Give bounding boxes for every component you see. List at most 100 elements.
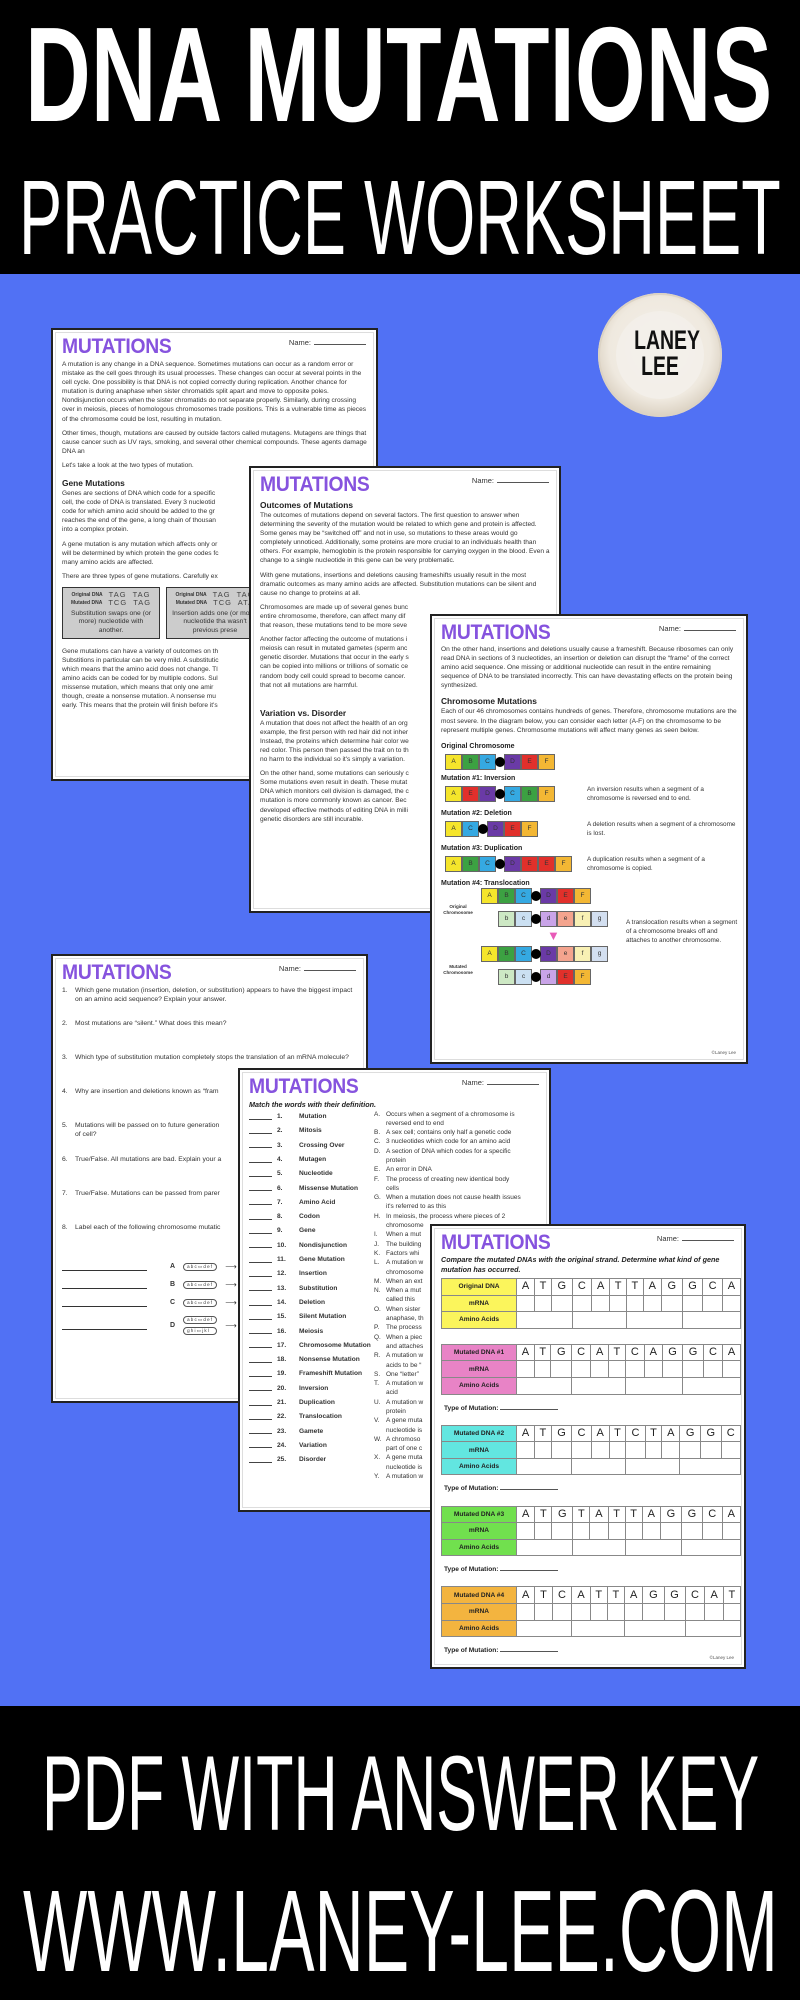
answer-blank[interactable] <box>249 1114 272 1120</box>
amino-acid-cell[interactable] <box>572 1538 626 1557</box>
answer-blank[interactable] <box>249 1171 272 1177</box>
mrna-cell[interactable] <box>589 1603 608 1621</box>
answer-blank[interactable] <box>62 1263 147 1271</box>
mrna-cell[interactable] <box>534 1522 553 1540</box>
answer-blank[interactable] <box>249 1428 272 1435</box>
mrna-cell[interactable] <box>682 1360 704 1378</box>
mrna-cell[interactable] <box>606 1603 625 1621</box>
mrna-cell[interactable] <box>684 1603 706 1621</box>
mrna-cell[interactable] <box>625 1441 646 1459</box>
amino-acid-cell[interactable] <box>515 1538 574 1557</box>
answer-blank[interactable] <box>249 1357 272 1363</box>
amino-acid-cell[interactable] <box>680 1538 742 1557</box>
mrna-cell[interactable] <box>701 1522 723 1540</box>
amino-acid-cell[interactable] <box>515 1457 573 1476</box>
amino-acid-cell[interactable] <box>571 1619 625 1638</box>
mrna-cell[interactable] <box>642 1294 662 1313</box>
mrna-cell[interactable] <box>571 1441 592 1459</box>
answer-blank[interactable] <box>249 1214 272 1220</box>
mrna-cell[interactable] <box>702 1360 724 1378</box>
mrna-cell[interactable] <box>590 1441 610 1459</box>
answer-blank[interactable] <box>62 1281 147 1289</box>
mrna-cell[interactable] <box>608 1360 626 1378</box>
mrna-cell[interactable] <box>721 1522 742 1540</box>
mrna-cell[interactable] <box>625 1294 644 1313</box>
amino-acid-cell[interactable] <box>516 1376 572 1395</box>
mrna-cell[interactable] <box>660 1294 683 1313</box>
answer-blank[interactable] <box>62 1299 147 1307</box>
mrna-cell[interactable] <box>681 1294 704 1313</box>
type-of-mutation-blank[interactable] <box>500 1408 559 1410</box>
mrna-cell[interactable] <box>704 1603 724 1621</box>
answer-blank[interactable] <box>249 1271 272 1277</box>
mrna-cell[interactable] <box>609 1294 627 1313</box>
mrna-cell[interactable] <box>680 1522 703 1540</box>
amino-acid-cell[interactable] <box>679 1457 741 1476</box>
mrna-cell[interactable] <box>642 1603 665 1621</box>
mrna-cell[interactable] <box>641 1522 661 1540</box>
mrna-cell[interactable] <box>721 1294 742 1313</box>
mrna-cell[interactable] <box>607 1522 626 1540</box>
amino-acid-cell[interactable] <box>623 1619 686 1638</box>
amino-acid-cell[interactable] <box>625 1457 681 1476</box>
answer-blank[interactable] <box>249 1385 272 1392</box>
mrna-cell[interactable] <box>589 1522 609 1540</box>
amino-acid-cell[interactable] <box>624 1376 684 1395</box>
type-of-mutation-blank[interactable] <box>500 1489 559 1491</box>
mrna-cell[interactable] <box>624 1360 645 1378</box>
mrna-cell[interactable] <box>570 1360 592 1378</box>
answer-blank[interactable] <box>249 1442 272 1449</box>
type-of-mutation-blank[interactable] <box>500 1570 559 1572</box>
amino-acid-cell[interactable] <box>684 1619 742 1638</box>
answer-blank[interactable] <box>249 1457 272 1463</box>
mrna-cell[interactable] <box>644 1441 663 1459</box>
mrna-cell[interactable] <box>551 1522 574 1540</box>
amino-acid-cell[interactable] <box>682 1376 741 1395</box>
answer-blank[interactable] <box>249 1300 272 1306</box>
mrna-cell[interactable] <box>534 1441 552 1459</box>
answer-blank[interactable] <box>249 1242 272 1249</box>
amino-acid-cell[interactable] <box>515 1619 573 1638</box>
answer-blank[interactable] <box>249 1228 272 1235</box>
mrna-cell[interactable] <box>515 1294 536 1313</box>
amino-acid-cell[interactable] <box>681 1311 742 1329</box>
mrna-cell[interactable] <box>702 1294 723 1313</box>
mrna-cell[interactable] <box>643 1360 663 1378</box>
answer-blank[interactable] <box>249 1400 272 1406</box>
mrna-cell[interactable] <box>571 1603 591 1621</box>
mrna-cell[interactable] <box>624 1522 643 1540</box>
mrna-cell[interactable] <box>534 1603 553 1621</box>
answer-blank[interactable] <box>249 1199 272 1206</box>
mrna-cell[interactable] <box>550 1441 573 1459</box>
mrna-cell[interactable] <box>661 1360 684 1378</box>
amino-acid-cell[interactable] <box>516 1311 573 1329</box>
mrna-cell[interactable] <box>679 1441 701 1459</box>
mrna-cell[interactable] <box>550 1294 573 1313</box>
mrna-cell[interactable] <box>720 1441 742 1459</box>
mrna-cell[interactable] <box>515 1603 536 1621</box>
answer-blank[interactable] <box>249 1342 272 1349</box>
mrna-cell[interactable] <box>608 1441 627 1459</box>
mrna-cell[interactable] <box>590 1360 610 1378</box>
mrna-cell[interactable] <box>515 1522 536 1540</box>
amino-acid-cell[interactable] <box>571 1376 626 1395</box>
mrna-cell[interactable] <box>533 1360 552 1378</box>
mrna-cell[interactable] <box>534 1294 552 1313</box>
answer-blank[interactable] <box>249 1257 272 1263</box>
mrna-cell[interactable] <box>591 1294 611 1313</box>
answer-blank[interactable] <box>249 1285 272 1292</box>
answer-blank[interactable] <box>249 1314 272 1320</box>
answer-blank[interactable] <box>249 1157 272 1163</box>
answer-blank[interactable] <box>249 1328 272 1335</box>
answer-blank[interactable] <box>249 1142 272 1149</box>
answer-blank[interactable] <box>62 1322 147 1330</box>
amino-acid-cell[interactable] <box>571 1311 627 1329</box>
mrna-cell[interactable] <box>550 1360 572 1378</box>
amino-acid-cell[interactable] <box>625 1311 683 1329</box>
mrna-cell[interactable] <box>722 1603 742 1621</box>
mrna-cell[interactable] <box>516 1360 535 1378</box>
amino-acid-cell[interactable] <box>624 1538 682 1557</box>
mrna-cell[interactable] <box>571 1294 593 1313</box>
mrna-cell[interactable] <box>659 1522 682 1540</box>
answer-blank[interactable] <box>249 1185 272 1192</box>
